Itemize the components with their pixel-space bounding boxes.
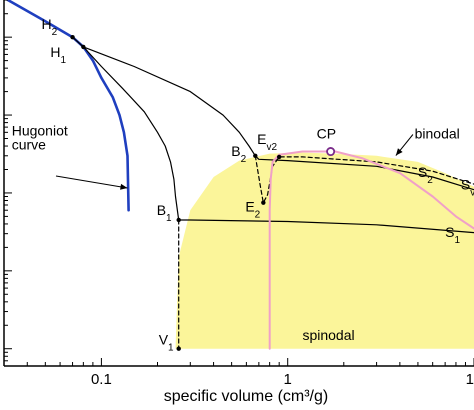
- x-ticks: [3, 358, 474, 366]
- label-Ev2: Ev2: [257, 131, 277, 153]
- label-V1: V1: [159, 332, 174, 354]
- marker-H1: [81, 44, 86, 50]
- binodal-region: [175, 152, 474, 349]
- label-H2: H2: [42, 16, 58, 38]
- label-spinodal_label: spinodal: [302, 327, 354, 343]
- x-tick-label: 0.1: [91, 371, 112, 388]
- hugoniot-arrow: [55, 175, 128, 189]
- label-H1: H1: [50, 44, 66, 66]
- marker-H2: [70, 34, 75, 40]
- marker-layer: [70, 34, 336, 351]
- series-isentrope_1: [72, 36, 474, 234]
- x-tick-label: 1: [284, 371, 292, 388]
- series-isentrope_2_metastable: [254, 155, 474, 204]
- label-CP: CP: [317, 126, 336, 142]
- marker-CP: [326, 147, 336, 157]
- plot-area: H2H1B2E2Ev2CPB1V1S2Sv2S1binodalspinodalH…: [5, 0, 474, 354]
- marker-B1: [176, 217, 181, 223]
- label-binodal_label: binodal: [415, 125, 460, 141]
- label-B1: B1: [157, 202, 172, 224]
- x-tick-label: 10: [466, 371, 474, 388]
- y-ticks: [4, 0, 12, 367]
- x-axis-label: specific volume (cm³/g): [164, 388, 328, 405]
- arrow-layer: [55, 134, 414, 190]
- axes: 0.1 1 10: [3, 0, 474, 388]
- hugoniot-arrow-head: [120, 183, 128, 190]
- marker-E2: [261, 200, 266, 205]
- series-spinodal: [268, 150, 474, 350]
- label-hugoniot_label_1: Hugoniot: [12, 122, 68, 138]
- series-layer: [5, 0, 474, 350]
- binodal-arrow-head: [395, 148, 403, 156]
- x-tick-labels: 0.1 1 10: [91, 371, 474, 388]
- marker-B2: [253, 153, 258, 158]
- marker-V1: [176, 346, 181, 351]
- series-hugoniot: [5, 0, 130, 212]
- marker-Ev2: [276, 154, 282, 160]
- label-hugoniot_label_2: curve: [12, 137, 46, 153]
